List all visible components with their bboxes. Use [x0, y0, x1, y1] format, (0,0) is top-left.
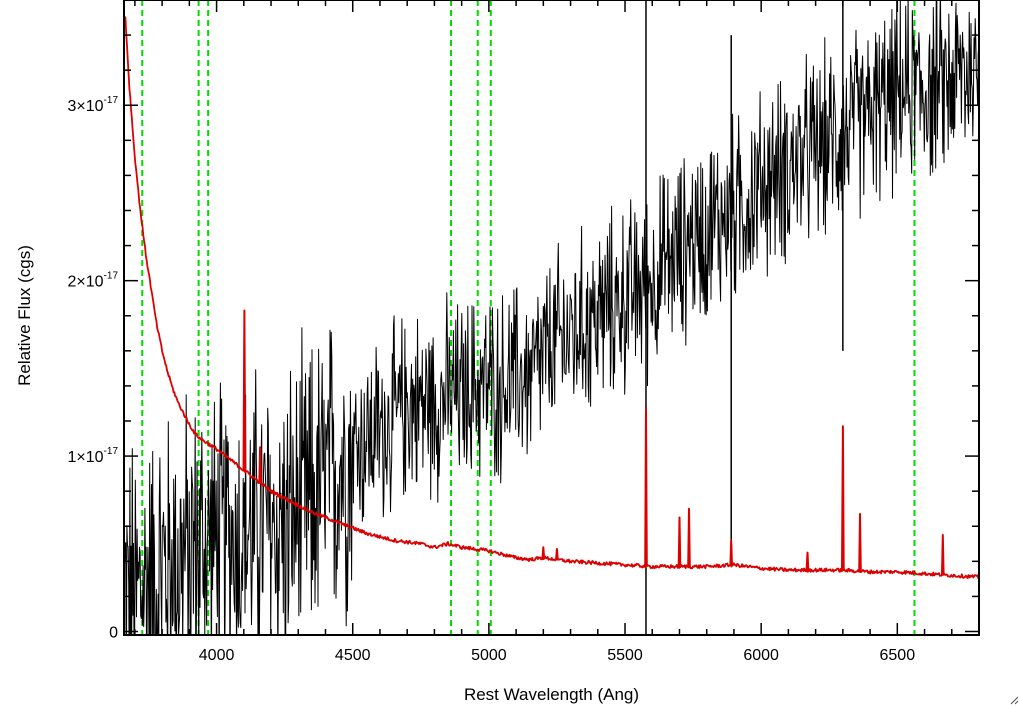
x-tick-label: 4000: [199, 647, 235, 664]
x-ticks: 4000 4500 5000 5500 6000 6500: [134, 0, 980, 664]
model-emission-line-6300: [841, 425, 845, 572]
model-emission-line-5200: [541, 546, 546, 559]
x-tick-label: 5500: [607, 647, 643, 664]
model-emission-line-6363: [858, 513, 862, 573]
marker-lines-layer: [141, 0, 916, 635]
x-tick-label: 4500: [335, 647, 371, 664]
y-tick-mantissa: 3×10: [68, 98, 104, 115]
plot-frame: [123, 0, 980, 636]
model-emission-line-5735: [687, 507, 691, 568]
x-tick-label: 5000: [471, 647, 507, 664]
model-emission-line-5700: [677, 516, 682, 568]
y-tick-exponent: -17: [104, 446, 119, 457]
model-emission-line-5250: [555, 548, 559, 561]
y-tick-mantissa: 1×10: [68, 449, 104, 466]
model-emission-line-5890: [729, 539, 733, 566]
resize-grip-icon[interactable]: [1010, 696, 1019, 705]
model-emission-line-4102: [242, 309, 247, 472]
model-spectrum-line: [124, 16, 979, 579]
y-tick-exponent: -17: [104, 95, 119, 106]
observed-spectrum-layer: [124, 0, 979, 635]
x-tick-label: 6500: [880, 647, 916, 664]
y-tick-label: 3×10-17: [68, 95, 119, 115]
y-tick-label: 0: [109, 624, 118, 641]
model-spectrum-layer: [124, 16, 979, 579]
y-tick-exponent: -17: [104, 271, 119, 282]
y-tick-mantissa: 0: [109, 624, 118, 641]
observed-spectrum-line: [124, 0, 979, 635]
y-axis-label: Relative Flux (cgs): [15, 245, 34, 386]
y-tick-label: 2×10-17: [68, 271, 119, 291]
x-tick-label: 6000: [743, 647, 779, 664]
model-emission-line-6170: [805, 551, 810, 572]
model-emission-line-4160: [258, 446, 262, 484]
model-emission-line-5577: [644, 407, 648, 568]
y-tick-mantissa: 2×10: [68, 274, 104, 291]
model-emission-line-6667: [941, 534, 945, 576]
x-axis-label: Rest Wavelength (Ang): [464, 685, 639, 704]
y-tick-label: 1×10-17: [68, 446, 119, 466]
y-ticks: 01×10-172×10-173×10-17: [68, 34, 979, 641]
